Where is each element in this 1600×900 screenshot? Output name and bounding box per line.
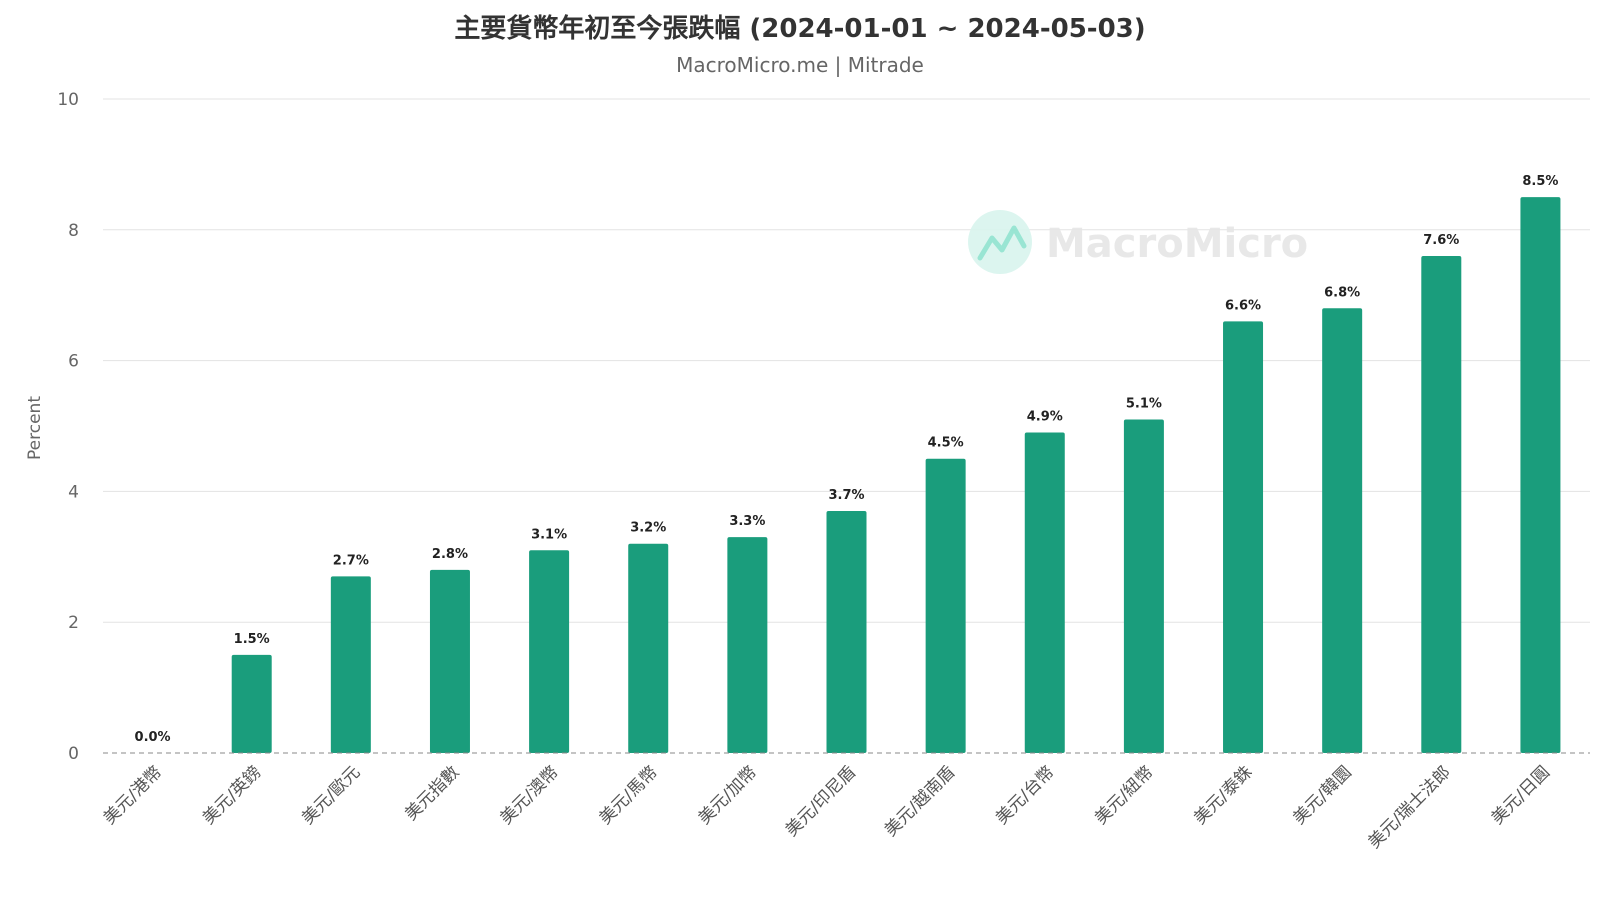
bar-value-label: 3.2% — [630, 521, 666, 536]
bar-value-label: 5.1% — [1126, 396, 1162, 411]
bar — [727, 537, 768, 753]
bar-value-label: 4.5% — [928, 436, 964, 451]
x-tick-label: 美元/加幣 — [695, 762, 761, 828]
watermark-text: MacroMicro — [1046, 221, 1308, 267]
x-tick-label: 美元/港幣 — [100, 762, 166, 828]
x-tick-label: 美元/澳幣 — [496, 762, 562, 828]
bar-value-label: 2.8% — [432, 547, 468, 562]
bar-value-label: 7.6% — [1423, 233, 1459, 248]
x-tick-label: 美元/日圓 — [1488, 762, 1554, 828]
bar-value-label: 1.5% — [234, 632, 270, 647]
bar — [529, 550, 570, 753]
y-tick-label: 0 — [68, 744, 79, 764]
y-tick-label: 4 — [68, 482, 79, 502]
x-tick-label: 美元/台幣 — [992, 762, 1058, 828]
bar — [429, 569, 470, 753]
y-axis-title: Percent — [25, 396, 45, 460]
bar-value-label: 6.6% — [1225, 298, 1261, 313]
bar-value-label: 6.8% — [1324, 285, 1360, 300]
bar — [925, 458, 966, 753]
watermark: MacroMicro — [968, 210, 1308, 274]
bar — [231, 654, 272, 753]
bar-value-label: 8.5% — [1522, 174, 1558, 189]
x-tick-label: 美元/印尼盾 — [782, 762, 860, 840]
x-tick-label: 美元/馬幣 — [595, 762, 661, 828]
x-tick-label: 美元/英鎊 — [199, 762, 265, 828]
x-tick-label: 美元/韓圜 — [1289, 762, 1355, 828]
x-tick-label: 美元/紐幣 — [1091, 762, 1157, 828]
bar — [1421, 255, 1462, 753]
bar-value-label: 3.3% — [729, 514, 765, 529]
bar-value-label: 3.7% — [828, 488, 864, 503]
bar — [1322, 308, 1363, 753]
chart-title: 主要貨幣年初至今張跌幅 (2024-01-01 ~ 2024-05-03) — [454, 14, 1146, 44]
bar — [1223, 321, 1264, 753]
bar-value-label: 3.1% — [531, 527, 567, 542]
macromicro-logo-mark — [977, 225, 1027, 261]
bar — [628, 543, 669, 753]
bar-value-label: 4.9% — [1027, 410, 1063, 425]
bar-value-label: 0.0% — [135, 730, 171, 745]
bar — [1123, 419, 1164, 753]
bars: 0.0% 1.5% 2.7% 2.8% 3.1% 3.2% 3.3% 3.7% 4.5% 4.9%… — [135, 174, 1561, 754]
bar — [1024, 432, 1065, 753]
y-tick-label: 8 — [68, 221, 79, 241]
y-tick-label: 2 — [68, 613, 79, 633]
x-tick-label: 美元/越南盾 — [881, 762, 959, 840]
bar-value-label: 2.7% — [333, 553, 369, 568]
bar — [330, 576, 371, 753]
chart-subtitle: MacroMicro.me | Mitrade — [676, 53, 924, 77]
bar — [1520, 197, 1561, 754]
y-tick-label: 6 — [68, 352, 79, 372]
macromicro-logo-icon — [968, 210, 1032, 274]
x-tick-label: 美元/瑞士法郎 — [1365, 762, 1455, 852]
x-tick-label: 美元/歐元 — [298, 762, 364, 828]
bar — [826, 511, 867, 753]
y-tick-label: 10 — [57, 90, 79, 110]
x-tick-label: 美元指數 — [401, 762, 463, 824]
x-tick-label: 美元/泰銖 — [1190, 762, 1256, 828]
